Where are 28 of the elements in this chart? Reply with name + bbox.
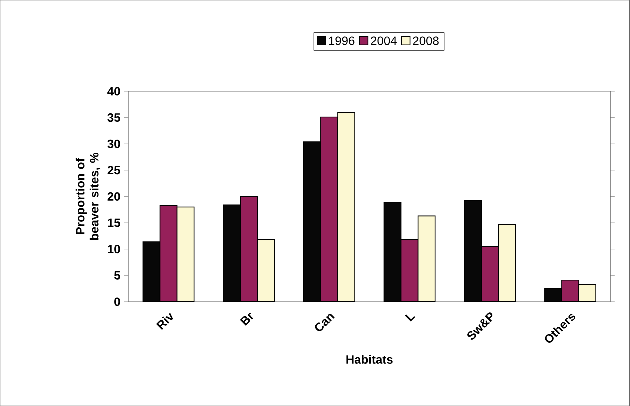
bar (320, 117, 338, 302)
bar (498, 224, 516, 302)
bar (258, 240, 275, 302)
bar (482, 246, 499, 302)
y-tick-label: 5 (114, 271, 120, 280)
bar (401, 240, 418, 302)
y-tick-label: 25 (108, 166, 120, 174)
bar (177, 207, 194, 302)
y-tick-label: 10 (108, 244, 120, 254)
y-tick-label: 20 (108, 192, 120, 201)
y-tick-label: 30 (108, 140, 120, 148)
legend-label: 2008 (413, 36, 439, 46)
legend-label: 1996 (329, 36, 355, 46)
x-axis-title: Habitats (346, 354, 393, 364)
y-tick-label: 15 (108, 218, 120, 227)
bar (418, 216, 436, 302)
y-axis-title: Proportion of beaver sites, % (76, 152, 101, 240)
bar (338, 112, 356, 302)
legend-label: 2004 (371, 36, 397, 46)
x-tick-label: Riv (156, 312, 174, 330)
x-tick-label: Can (315, 314, 335, 332)
x-tick-label: Br (240, 312, 254, 326)
x-tick-label: L (405, 314, 416, 322)
y-tick-label: 35 (108, 113, 120, 122)
y-tick-label: 0 (114, 297, 120, 306)
bar (240, 196, 258, 302)
y-tick-label: 40 (108, 87, 120, 96)
bar (160, 205, 178, 302)
